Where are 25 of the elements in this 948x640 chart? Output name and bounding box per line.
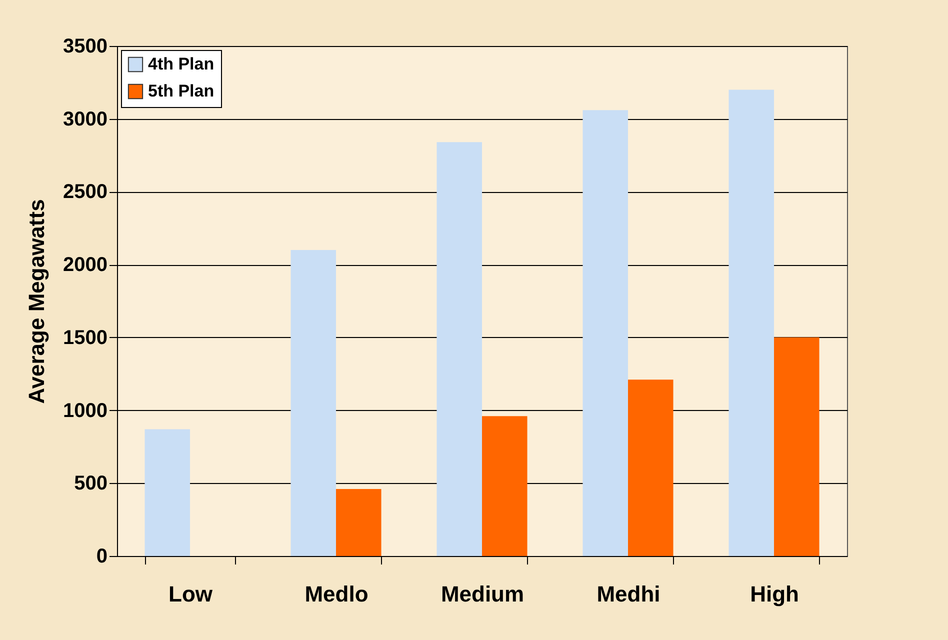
x-tick-label: Low bbox=[168, 582, 214, 606]
bar bbox=[628, 380, 674, 556]
bar bbox=[336, 488, 382, 556]
x-tick-label: Medlo bbox=[304, 582, 368, 606]
x-tick-label: High bbox=[750, 582, 799, 606]
x-tick-label: Medium bbox=[440, 582, 524, 606]
bar bbox=[774, 337, 820, 556]
bar bbox=[144, 429, 190, 556]
x-tick-label: Medhi bbox=[596, 582, 660, 606]
bar bbox=[728, 90, 774, 556]
y-tick-label: 1500 bbox=[63, 326, 108, 349]
y-tick-label: 500 bbox=[74, 472, 108, 495]
y-tick-label: 3000 bbox=[63, 108, 108, 130]
legend-label: 4th Plan bbox=[148, 54, 214, 74]
y-tick-label: 2000 bbox=[63, 254, 108, 276]
y-axis-title: Average Megawatts bbox=[24, 199, 50, 404]
y-tick-label: 0 bbox=[96, 546, 108, 568]
bar bbox=[582, 110, 628, 556]
y-tick-label: 2500 bbox=[63, 181, 108, 204]
y-tick-label: 3500 bbox=[63, 36, 108, 58]
bar bbox=[482, 416, 528, 556]
y-tick-label: 1000 bbox=[63, 400, 108, 422]
legend-label: 5th Plan bbox=[148, 82, 214, 100]
bar bbox=[290, 250, 336, 556]
bar bbox=[436, 142, 482, 556]
